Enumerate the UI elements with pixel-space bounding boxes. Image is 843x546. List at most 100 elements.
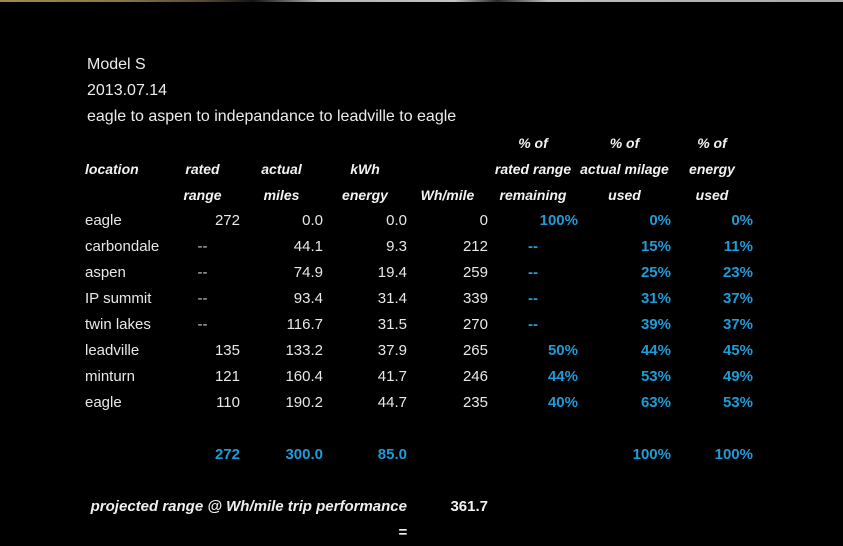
cell-rated_range: --	[197, 290, 208, 307]
cell-wh_per_mile: 339	[462, 290, 488, 307]
cell-actual_miles: 190.2	[285, 394, 323, 411]
cell-actual_miles: 44.1	[293, 238, 323, 255]
cell-wh_per_mile: 0	[479, 212, 488, 229]
cell-kwh_energy: 31.5	[377, 316, 407, 333]
table-row: eagle 110 190.2 44.7 235 40% 63% 53%	[85, 390, 753, 416]
cell-rated_range: --	[197, 316, 208, 333]
header-cell-rated_range: range	[183, 187, 222, 203]
cell-kwh_energy: 37.9	[377, 342, 407, 359]
header-cell-wh_per_mile: Wh/mile	[420, 187, 475, 203]
title-model: Model S	[87, 56, 146, 73]
cell-pct_energy_used: 11%	[723, 238, 753, 255]
header-cell-wh_per_mile	[407, 156, 488, 182]
total-cell-location	[85, 442, 165, 468]
cell-wh_per_mile: 246	[462, 368, 488, 385]
header-cell-actual_miles: miles	[263, 187, 300, 203]
cell-kwh_energy: 44.7	[377, 394, 407, 411]
cell-location: aspen	[85, 264, 126, 281]
cell-pct_actual_milage_used: 15%	[640, 238, 671, 255]
header-cell-pct_energy_used: used	[695, 187, 729, 203]
cell-pct_rated_range_remaining: --	[528, 290, 538, 307]
cell-actual_miles: 0.0	[302, 212, 323, 229]
cell-pct_actual_milage_used: 53%	[640, 368, 671, 385]
header-cell-pct_actual_milage_used: actual milage	[580, 161, 669, 177]
header-cell-pct_rated_range_remaining: rated range	[494, 161, 572, 177]
header-cell-location	[85, 182, 165, 208]
cell-wh_per_mile: 265	[462, 342, 488, 359]
cell-pct_rated_range_remaining: 50%	[547, 342, 578, 359]
header-cell-pct_actual_milage_used: % of	[609, 135, 640, 151]
title-route: eagle to aspen to indepandance to leadvi…	[87, 108, 457, 125]
header-cell-pct_actual_milage_used: used	[608, 187, 641, 203]
cell-actual_miles: 74.9	[293, 264, 323, 281]
cell-kwh_energy: 19.4	[377, 264, 407, 281]
header-cell-wh_per_mile	[407, 130, 488, 156]
table-row: eagle 272 0.0 0.0 0 100% 0% 0%	[85, 208, 753, 234]
projected-range-value: 361.7	[450, 498, 488, 515]
projected-range-label: projected range @ Wh/mile trip performan…	[90, 498, 407, 541]
header-cell-pct_energy_used: % of	[697, 135, 727, 151]
table-row: minturn 121 160.4 41.7 246 44% 53% 49%	[85, 364, 753, 390]
cell-actual_miles: 133.2	[285, 342, 323, 359]
title-date: 2013.07.14	[87, 82, 168, 99]
header-cell-location: location	[85, 161, 139, 177]
total-cell-kwh_energy: 85.0	[377, 446, 407, 463]
cell-location: IP summit	[85, 290, 152, 307]
cell-pct_energy_used: 53%	[722, 394, 753, 411]
cell-pct_rated_range_remaining: --	[528, 264, 538, 281]
cell-pct_rated_range_remaining: 100%	[539, 212, 578, 229]
cell-rated_range: 272	[214, 212, 240, 229]
cell-location: leadville	[85, 342, 140, 359]
total-cell-pct_actual_milage_used: 100%	[632, 446, 671, 463]
header-cell-pct_energy_used: energy	[689, 161, 735, 177]
header-row: location rated actual kWh rated range actual …	[85, 156, 753, 182]
cell-rated_range: --	[197, 264, 208, 281]
cell-pct_rated_range_remaining: --	[528, 316, 538, 333]
title-block: Model S 2013.07.14 eagle to aspen to ind…	[87, 52, 456, 130]
cell-location: minturn	[85, 368, 136, 385]
cell-pct_rated_range_remaining: 40%	[547, 394, 578, 411]
header-cell-pct_rated_range_remaining: remaining	[499, 187, 567, 203]
cell-pct_actual_milage_used: 39%	[640, 316, 671, 333]
header-cell-pct_rated_range_remaining: % of	[518, 135, 548, 151]
cell-actual_miles: 116.7	[286, 316, 323, 333]
header-cell-kwh_energy: energy	[342, 187, 388, 203]
cell-pct_energy_used: 45%	[722, 342, 753, 359]
cell-pct_energy_used: 37%	[722, 290, 753, 307]
projected-range-row: projected range @ Wh/mile trip performan…	[85, 494, 488, 541]
cell-rated_range: 135	[214, 342, 240, 359]
header-cell-rated_range	[165, 130, 240, 156]
header-cell-kwh_energy	[323, 130, 407, 156]
table-row: IP summit -- 93.4 31.4 339 -- 31% 37%	[85, 286, 753, 312]
table-row: twin lakes -- 116.7 31.5 270 -- 39% 37%	[85, 312, 753, 338]
cell-pct_energy_used: 0%	[731, 212, 753, 229]
cell-pct_rated_range_remaining: 44%	[547, 368, 578, 385]
cell-pct_actual_milage_used: 31%	[640, 290, 671, 307]
cell-rated_range: 110	[216, 394, 240, 411]
total-cell-rated_range: 272	[214, 446, 240, 463]
header-cell-location	[85, 130, 165, 156]
cell-location: carbondale	[85, 238, 160, 255]
cell-actual_miles: 93.4	[293, 290, 323, 307]
cell-location: twin lakes	[85, 316, 151, 333]
cell-kwh_energy: 41.7	[377, 368, 407, 385]
total-cell-pct_energy_used: 100%	[714, 446, 753, 463]
header-row: % of % of % of	[85, 130, 753, 156]
total-cell-wh_per_mile	[407, 442, 488, 468]
header-row: range miles energy Wh/mile remaining used used	[85, 182, 753, 208]
cell-wh_per_mile: 212	[462, 238, 488, 255]
cell-pct_energy_used: 49%	[722, 368, 753, 385]
table-row: aspen -- 74.9 19.4 259 -- 25% 23%	[85, 260, 753, 286]
cell-kwh_energy: 0.0	[386, 212, 407, 229]
header-cell-actual_miles	[240, 130, 323, 156]
cell-rated_range: --	[197, 238, 208, 255]
header-cell-actual_miles: actual	[261, 161, 302, 177]
cell-location: eagle	[85, 394, 122, 411]
total-cell-actual_miles: 300.0	[285, 446, 323, 463]
cell-pct_energy_used: 37%	[722, 316, 753, 333]
cell-pct_actual_milage_used: 25%	[640, 264, 671, 281]
cell-pct_rated_range_remaining: --	[528, 238, 538, 255]
header-cell-rated_range: rated	[185, 161, 220, 177]
cell-wh_per_mile: 270	[462, 316, 488, 333]
